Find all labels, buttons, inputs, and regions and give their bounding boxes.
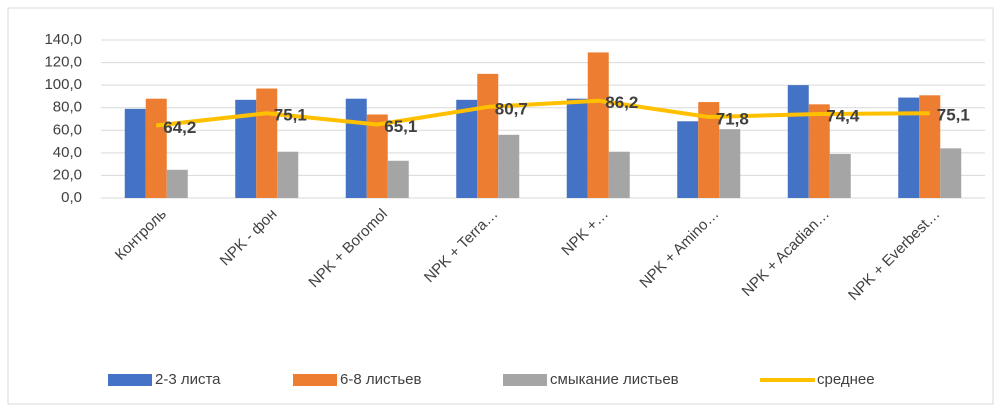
legend-label: смыкание листьев	[550, 371, 679, 388]
y-tick-label: 140,0	[44, 31, 82, 48]
chart-border	[7, 7, 994, 405]
bar	[787, 85, 809, 198]
data-label: 75,1	[274, 106, 307, 125]
y-tick-label: 120,0	[44, 54, 82, 71]
bar	[477, 73, 499, 198]
bar	[166, 169, 188, 198]
y-tick-label: 100,0	[44, 76, 82, 93]
data-label: 65,1	[384, 117, 417, 136]
legend-label: среднее	[817, 371, 875, 388]
bar	[456, 99, 478, 198]
data-label: 80,7	[495, 99, 528, 118]
bar	[940, 148, 962, 198]
bar	[345, 98, 367, 198]
y-tick-label: 60,0	[53, 121, 82, 138]
bar	[587, 52, 609, 198]
bar	[145, 98, 167, 198]
bar	[366, 114, 388, 198]
bar	[898, 97, 920, 198]
bar	[919, 95, 941, 198]
data-label: 86,2	[605, 93, 638, 112]
bar	[829, 153, 851, 198]
data-label: 71,8	[716, 109, 749, 128]
y-tick-label: 40,0	[53, 144, 82, 161]
line	[156, 98, 930, 128]
bar	[256, 88, 278, 198]
bar	[608, 151, 630, 198]
legend-swatch	[503, 374, 547, 386]
bar	[235, 99, 257, 198]
bar	[387, 160, 409, 198]
bar	[566, 98, 588, 198]
data-label: 74,4	[826, 107, 860, 126]
legend-label: 6-8 листьев	[340, 371, 422, 388]
bar	[277, 151, 299, 198]
y-tick-label: 80,0	[53, 99, 82, 116]
bar	[677, 121, 699, 198]
y-tick-label: 20,0	[53, 166, 82, 183]
bar	[808, 104, 830, 198]
bar	[124, 108, 146, 198]
bar	[498, 134, 520, 198]
bar	[719, 129, 741, 198]
legend-label: 2-3 листа	[155, 371, 221, 388]
data-label: 64,2	[163, 118, 196, 137]
y-tick-label: 0,0	[61, 189, 82, 206]
data-label: 75,1	[937, 106, 970, 125]
legend-swatch	[108, 374, 152, 386]
bar	[698, 102, 720, 198]
legend-swatch	[293, 374, 337, 386]
